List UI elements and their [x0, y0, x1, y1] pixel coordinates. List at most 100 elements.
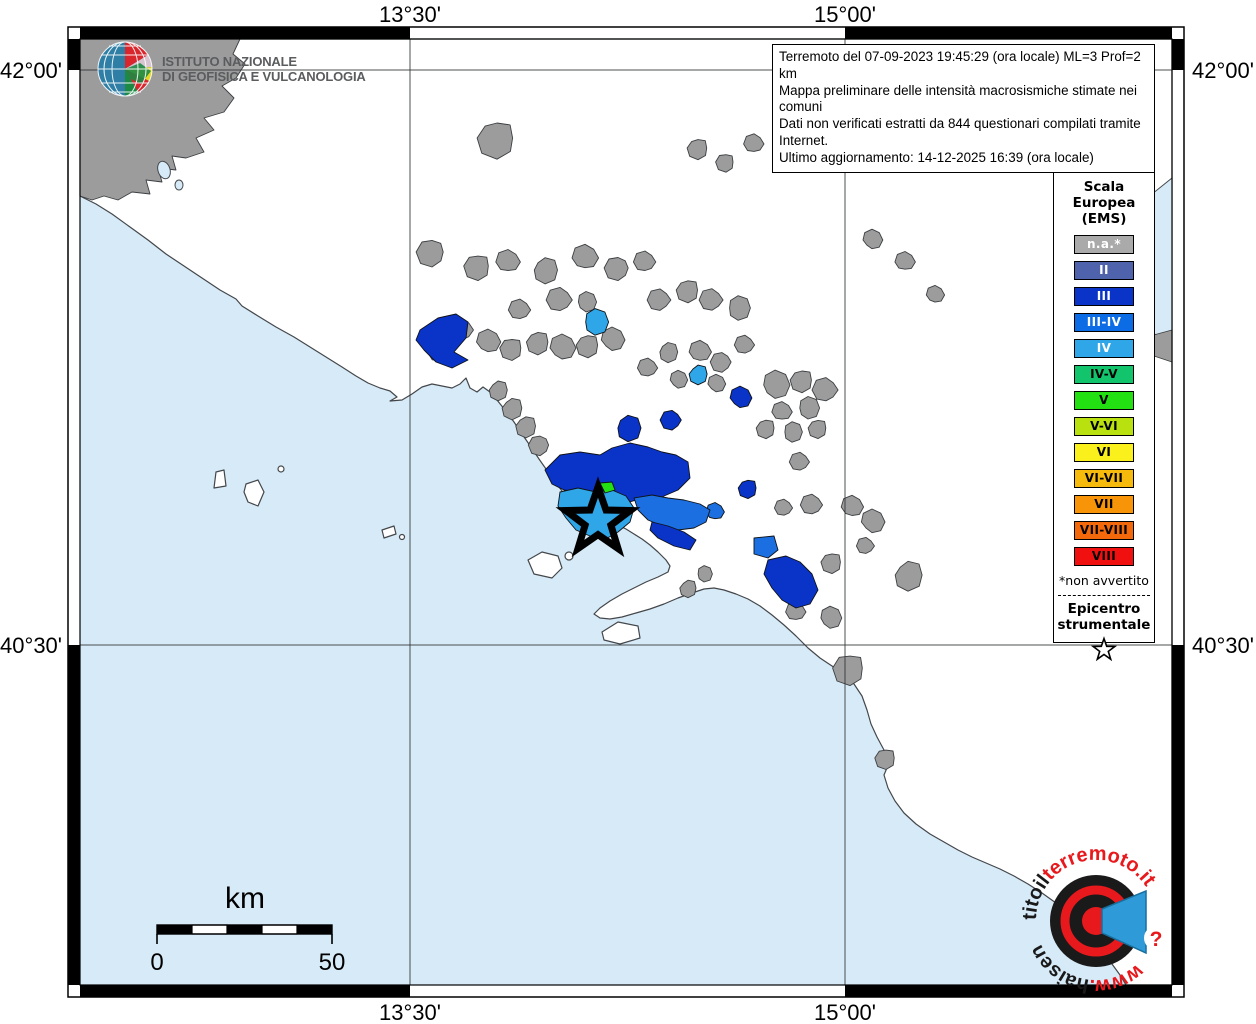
municipality [788, 451, 810, 471]
lat-label-left-bottom: 40°30' [0, 633, 62, 658]
earthquake-info-box: Terremoto del 07-09-2023 19:45:29 (ora l… [772, 44, 1155, 173]
municipality [549, 333, 577, 360]
municipality [698, 288, 724, 311]
municipality [575, 335, 599, 359]
municipality [659, 409, 682, 431]
legend-swatch-ii: II [1074, 261, 1134, 280]
lake [174, 179, 184, 191]
municipality [840, 494, 865, 516]
municipality [501, 397, 523, 421]
municipality [771, 401, 793, 420]
municipality [600, 326, 626, 351]
ingv-logo: ISTITUTO NAZIONALE DI GEOFISICA E VULCAN… [96, 40, 366, 98]
ems-legend: Scala Europea (EMS) n.a.* II III III-IV IV IV… [1053, 172, 1155, 662]
municipality [832, 655, 863, 687]
municipality [545, 286, 573, 312]
municipality [669, 369, 689, 389]
info-data-line: Dati non verificati estratti da 844 ques… [779, 116, 1141, 148]
municipality [495, 249, 521, 271]
municipality-intensity-iii-iv [633, 494, 711, 531]
legend-swatch-viii: VIII [1074, 547, 1134, 566]
lon-label-top-right: 15°00' [814, 2, 876, 27]
municipality [463, 255, 489, 282]
lon-label-bottom-right: 15°00' [814, 1000, 876, 1024]
municipalities-layer [415, 122, 1173, 770]
municipality [773, 498, 794, 516]
legend-swatch-vii: VII [1074, 495, 1134, 514]
municipality [632, 250, 657, 271]
municipality [860, 508, 886, 534]
scale-bar-unit: km [225, 882, 265, 915]
municipality [617, 414, 642, 443]
legend-divider [1058, 595, 1150, 596]
lake [157, 160, 171, 180]
municipality-intensity-iii [415, 313, 469, 369]
scale-bar: km 0 50 [148, 880, 358, 980]
municipality [799, 493, 824, 515]
map-frame-inner [79, 38, 1173, 986]
municipality [709, 352, 732, 373]
municipality [697, 565, 713, 583]
lat-label-left-top: 42°00' [0, 58, 62, 83]
municipality-intensity-iii [763, 555, 819, 609]
legend-swatches: n.a.* II III III-IV IV IV-V V V-VI VI VI-VII VII VI… [1054, 235, 1154, 566]
municipality [894, 251, 916, 270]
legend-swatch-iii: III [1074, 287, 1134, 306]
municipality [686, 139, 708, 161]
legend-swatch-vi: VI [1074, 443, 1134, 462]
municipality [688, 364, 708, 386]
municipality [799, 396, 821, 420]
municipality [862, 228, 884, 250]
bullseye-icon: ? [1050, 875, 1168, 967]
municipality [925, 284, 946, 303]
lon-label-bottom-left: 13°30' [379, 1000, 441, 1024]
haisentitoilterremoto-logo: ? www.haisen titoilterremoto.it [1010, 834, 1182, 1006]
scale-bar-start: 0 [150, 949, 163, 976]
legend-swatch-vii-viii: VII-VIII [1074, 521, 1134, 540]
municipality [715, 154, 734, 173]
municipality [533, 257, 558, 285]
municipality [807, 419, 827, 440]
municipality [525, 331, 549, 356]
map-frame-ticks [68, 27, 1184, 997]
question-mark-icon: ? [1150, 928, 1163, 951]
epicenter-star-icon [1054, 636, 1154, 668]
municipality [707, 373, 727, 393]
municipality [507, 298, 532, 320]
municipality [820, 605, 843, 629]
legend-swatch-v-vi: V-VI [1074, 417, 1134, 436]
municipality [688, 339, 712, 361]
legend-swatch-vi-vii: VI-VII [1074, 469, 1134, 488]
lon-label-top-left: 13°30' [379, 2, 441, 27]
municipality [527, 435, 550, 457]
info-map-line: Mappa preliminare delle intensità macros… [779, 82, 1137, 115]
municipality-intensity-iii-iv [753, 535, 779, 559]
legend-swatch-n.a.*: n.a.* [1074, 235, 1134, 254]
municipality [415, 239, 444, 268]
municipality [874, 749, 895, 770]
legend-epicenter-title: Epicentro strumentale [1057, 601, 1151, 633]
municipality [789, 370, 812, 394]
legend-swatch-iv-v: IV-V [1074, 365, 1134, 384]
municipality [488, 380, 508, 402]
legend-title: Scala Europea (EMS) [1072, 179, 1136, 227]
legend-swatch-iv: IV [1074, 339, 1134, 358]
municipality [855, 536, 875, 554]
municipality [515, 416, 536, 439]
municipality [733, 334, 756, 354]
municipality [679, 579, 697, 599]
lat-label-right-bottom: 40°30' [1192, 633, 1254, 658]
municipality [577, 291, 598, 313]
ingv-name-line2: DI GEOFISICA E VULCANOLOGIA [162, 69, 366, 84]
municipality [811, 377, 839, 402]
municipality [894, 560, 923, 592]
info-updated-line: Ultimo aggiornamento: 14-12-2025 16:39 (… [779, 149, 1094, 165]
municipality [476, 122, 514, 160]
municipality [499, 339, 522, 361]
municipality [755, 419, 775, 440]
islands [213, 465, 641, 645]
megaphone-icon [1101, 889, 1147, 955]
municipality [646, 288, 672, 311]
municipality [571, 243, 600, 269]
